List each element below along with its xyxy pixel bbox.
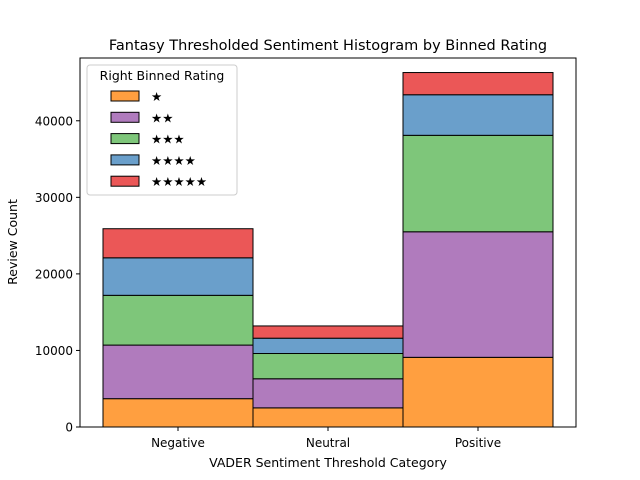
bar-segment-positive-rating-3 (402, 134, 554, 233)
legend-label: ★★★ (151, 132, 185, 147)
y-tick-label: 40000 (35, 114, 73, 128)
y-tick-label: 0 (65, 421, 73, 435)
bar-segment-negative-rating-1 (102, 398, 254, 428)
legend-title: Right Binned Rating (100, 68, 225, 83)
bar-segment-neutral-rating-1 (252, 407, 404, 428)
legend-label: ★★★★★ (151, 174, 207, 189)
legend-label: ★★★★ (151, 153, 196, 168)
bar-segment-positive-rating-5 (402, 72, 554, 96)
y-tick-label: 10000 (35, 344, 73, 358)
bar-segment-neutral-rating-2 (252, 378, 404, 409)
legend-label: ★★ (151, 110, 173, 125)
x-tick-label: Negative (151, 436, 205, 450)
x-tick-label: Positive (455, 436, 501, 450)
x-axis-label: VADER Sentiment Threshold Category (209, 455, 447, 470)
bar-segment-negative-rating-4 (102, 257, 254, 296)
legend-label: ★ (151, 89, 162, 104)
y-tick-label: 30000 (35, 191, 73, 205)
legend-swatch (110, 175, 140, 187)
bar-segment-negative-rating-3 (102, 294, 254, 346)
bar-segment-neutral-rating-4 (252, 337, 404, 355)
legend: Right Binned Rating ★★★★★★★★★★★★★★★ (86, 64, 238, 196)
bar-segment-positive-rating-1 (402, 356, 554, 428)
y-axis-ticks: 0 10000 20000 30000 40000 (35, 114, 80, 435)
legend-swatch (110, 111, 140, 123)
bar-segment-neutral-rating-3 (252, 353, 404, 380)
legend-swatch (110, 154, 140, 166)
bar-segment-negative-rating-5 (102, 228, 254, 259)
x-axis-ticks: Negative Neutral Positive (151, 427, 501, 450)
y-tick-label: 20000 (35, 267, 73, 281)
bar-segment-positive-rating-4 (402, 94, 554, 136)
x-tick-label: Neutral (306, 436, 350, 450)
bars-group (102, 72, 554, 428)
bar-segment-negative-rating-2 (102, 344, 254, 400)
legend-swatch (110, 90, 140, 102)
plot-area-frame (79, 57, 577, 428)
legend-items: ★★★★★★★★★★★★★★★ (110, 89, 207, 189)
bar-segment-positive-rating-2 (402, 231, 554, 358)
y-axis-label: Review Count (5, 199, 20, 285)
chart-title: Fantasy Thresholded Sentiment Histogram … (109, 38, 547, 54)
legend-swatch (110, 133, 140, 145)
bar-segment-neutral-rating-5 (252, 325, 404, 339)
